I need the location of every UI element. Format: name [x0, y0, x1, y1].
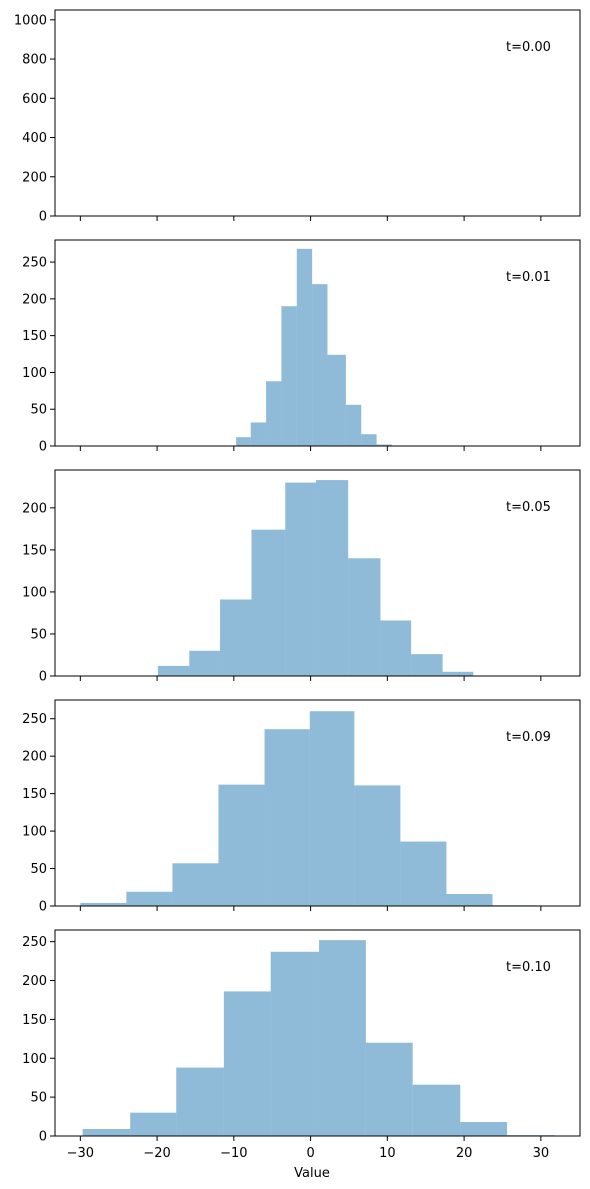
y-tick-label: 600 — [22, 92, 47, 107]
y-tick-label: 200 — [22, 292, 47, 307]
histogram-bar — [296, 248, 313, 446]
histogram-bar — [250, 422, 267, 446]
histogram-bar — [80, 903, 127, 906]
histogram-bars — [80, 711, 539, 906]
histogram-bar — [130, 1112, 177, 1136]
histogram-bar — [264, 729, 310, 906]
histogram-bar — [327, 354, 346, 446]
x-tick-label: 30 — [533, 1146, 550, 1161]
histogram-bar — [319, 940, 366, 1136]
histogram-bar — [220, 599, 252, 676]
y-tick-label: 200 — [22, 974, 47, 989]
histogram-bar — [281, 306, 297, 446]
y-tick-label: 100 — [22, 1052, 47, 1067]
histogram-bar — [380, 620, 412, 676]
time-annotation: t=0.00 — [506, 40, 551, 55]
subplot-2: 0 50 100 150 200 250 t=0.01 — [22, 239, 581, 455]
histogram-bar — [376, 444, 392, 446]
histogram-bar — [400, 841, 447, 906]
subplot-4: 0 50 100 150 200 250 t=0.09 — [22, 699, 581, 915]
x-tick-label: 10 — [379, 1146, 396, 1161]
histogram-bars — [82, 940, 555, 1136]
y-tick-label: 0 — [39, 900, 47, 915]
axes-frame — [54, 9, 581, 217]
axes-frame — [54, 699, 581, 907]
histogram-bars — [157, 480, 474, 676]
histogram-bar — [460, 1122, 508, 1136]
histogram-bar — [442, 671, 474, 676]
subplot-3: 0 50 100 150 200 t=0.05 — [22, 469, 581, 685]
y-tick-label: 100 — [22, 366, 47, 381]
axes-frame — [54, 469, 581, 677]
x-tick-label: −20 — [143, 1146, 170, 1161]
x-tick-label: 20 — [456, 1146, 473, 1161]
y-tick-label: 150 — [22, 1013, 47, 1028]
histogram-bar — [354, 785, 401, 906]
y-tick-label: 0 — [39, 1130, 47, 1145]
time-annotation: t=0.01 — [506, 270, 551, 285]
subplot-1: 0 200 400 600 800 1000 t=0.00 — [14, 9, 581, 225]
histogram-bar — [82, 1129, 131, 1136]
histogram-bar — [172, 863, 219, 906]
histogram-bar — [223, 991, 271, 1136]
axes-frame — [54, 239, 581, 447]
histogram-bar — [411, 654, 443, 676]
histogram-bar — [361, 434, 377, 446]
y-tick-label: 250 — [22, 256, 47, 271]
histogram-bar — [285, 482, 316, 676]
histogram-bar — [251, 529, 286, 676]
histogram-bar — [312, 284, 328, 446]
x-tick-label: −30 — [67, 1146, 94, 1161]
y-tick-label: 250 — [22, 935, 47, 950]
y-tick-label: 150 — [22, 543, 47, 558]
time-annotation: t=0.05 — [506, 500, 551, 515]
x-axis-label: Value — [294, 1166, 330, 1181]
y-tick-label: 200 — [22, 170, 47, 185]
time-annotation: t=0.09 — [506, 730, 551, 745]
y-tick-label: 100 — [22, 825, 47, 840]
histogram-bar — [446, 894, 493, 906]
y-tick-label: 0 — [39, 670, 47, 685]
y-tick-label: 50 — [30, 403, 47, 418]
axes-frame — [54, 929, 581, 1137]
histogram-bar — [309, 711, 355, 906]
y-tick-label: 200 — [22, 501, 47, 516]
histogram-bar — [126, 891, 173, 906]
subplot-5: 0 50 100 150 200 250 −30 −20 −10 0 10 20 30 t=0.10 — [22, 929, 581, 1161]
y-tick-label: 1000 — [14, 13, 47, 28]
histogram-bar — [176, 1067, 224, 1136]
y-tick-label: 0 — [39, 210, 47, 225]
y-tick-label: 800 — [22, 53, 47, 68]
y-tick-label: 150 — [22, 787, 47, 802]
y-tick-label: 150 — [22, 329, 47, 344]
time-annotation: t=0.10 — [506, 960, 551, 975]
histogram-bar — [266, 381, 282, 446]
y-tick-label: 200 — [22, 750, 47, 765]
y-tick-label: 400 — [22, 131, 47, 146]
histogram-bar — [218, 784, 265, 906]
y-tick-label: 50 — [30, 627, 47, 642]
y-tick-label: 50 — [30, 862, 47, 877]
histogram-bar — [189, 650, 221, 676]
y-tick-label: 100 — [22, 585, 47, 600]
y-tick-label: 250 — [22, 712, 47, 727]
y-tick-label: 0 — [39, 440, 47, 455]
histogram-bar — [157, 665, 190, 676]
x-tick-label: −10 — [220, 1146, 247, 1161]
histogram-bar — [412, 1084, 461, 1136]
x-tick-label: 0 — [306, 1146, 314, 1161]
y-tick-label: 50 — [30, 1091, 47, 1106]
histogram-bar — [365, 1042, 413, 1136]
histogram-bar — [270, 951, 320, 1136]
histogram-bar — [315, 480, 349, 676]
histogram-bar — [345, 404, 362, 446]
histogram-bars — [236, 248, 392, 446]
histogram-bar — [236, 437, 251, 446]
histogram-bar — [348, 558, 381, 676]
